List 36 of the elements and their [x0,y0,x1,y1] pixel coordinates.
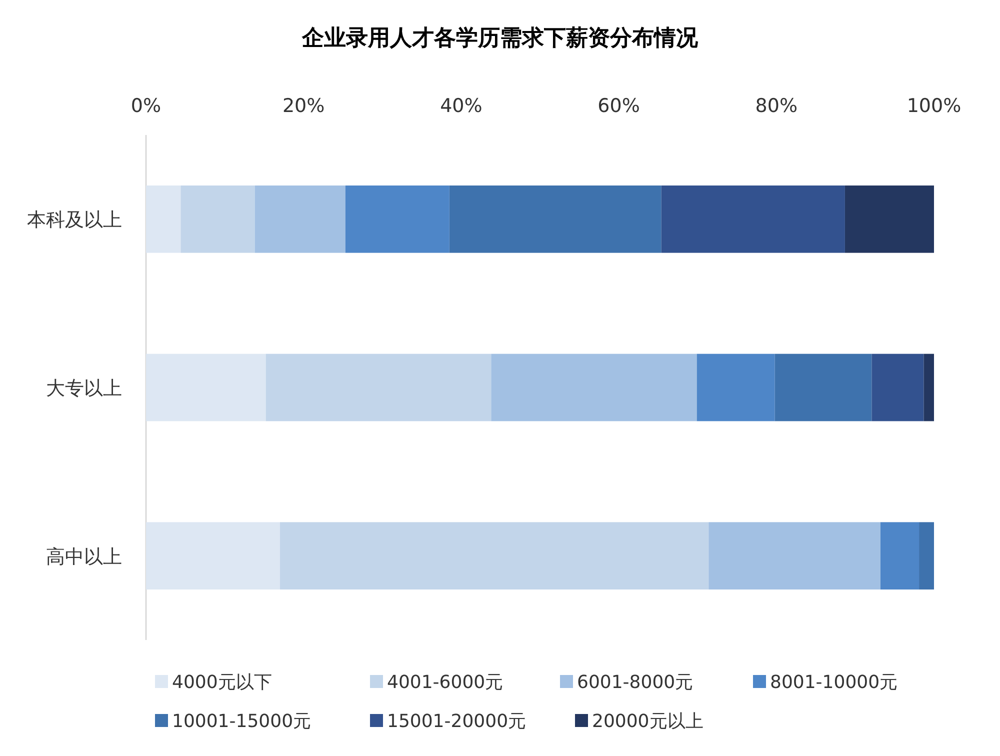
bar [146,522,280,590]
x-tick-label: 0% [130,95,162,117]
legend-label: 4000元以下 [172,672,272,693]
bar [449,186,662,253]
x-tick-label: 80% [755,95,798,117]
x-tick-label: 20% [282,95,325,117]
legend-label: 8001-10000元 [770,672,898,693]
legend-label: 15001-20000元 [387,711,526,732]
y-tick-label: 本科及以上 [27,209,122,232]
bar [280,522,709,590]
bar [919,522,934,590]
bar [180,186,255,253]
bar [708,522,880,590]
y-tick-label: 高中以上 [46,546,122,568]
bar [266,354,492,422]
x-tick-label: 40% [440,95,482,117]
x-tick-label: 100% [906,95,962,117]
bar [924,354,934,422]
bar [872,354,924,422]
legend-label: 6001-8000元 [577,672,694,693]
legend-label: 20000元以上 [592,711,704,732]
bar [880,522,920,590]
legend-label: 4001-6000元 [387,672,504,693]
bar [491,354,697,422]
legend-label: 10001-15000元 [172,711,312,732]
bar [146,354,266,422]
bar [661,186,845,253]
bar [844,186,934,253]
bar [774,354,872,422]
chart-title: 企业录用人才各学历需求下薪资分布情况 [301,26,699,51]
y-tick-label: 大专以上 [46,378,122,400]
bar [146,186,181,253]
bar [345,186,450,253]
bar [254,186,346,253]
bar [696,354,775,422]
x-tick-label: 60% [598,95,640,117]
